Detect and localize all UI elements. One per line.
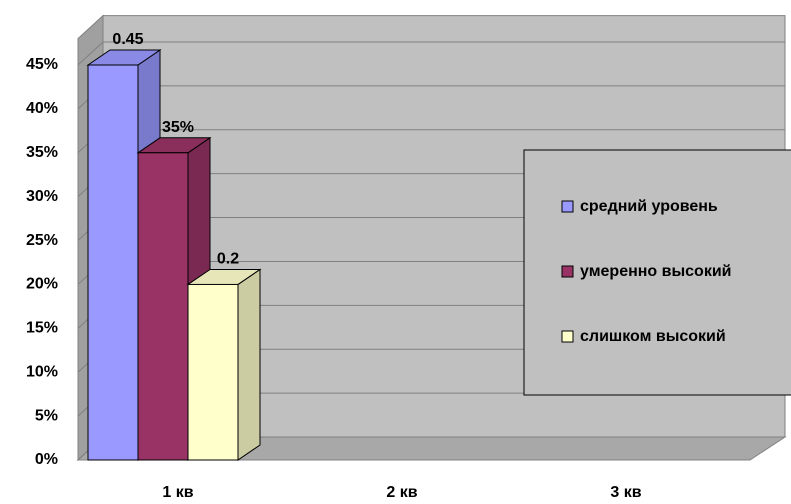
y-tick-label: 5% — [35, 407, 58, 424]
y-tick-label: 10% — [26, 363, 58, 380]
legend-swatch — [561, 200, 574, 213]
legend-label: умеренно высокий — [580, 263, 732, 280]
legend-label: средний уровень — [580, 198, 718, 215]
legend-swatch — [561, 265, 574, 278]
y-tick-label: 25% — [26, 232, 58, 249]
data-label: 35% — [162, 119, 194, 136]
legend-swatch — [561, 330, 574, 343]
y-tick-label: 0% — [35, 451, 58, 468]
data-label: 0.2 — [217, 251, 239, 268]
grid-line — [77, 41, 785, 66]
y-tick-label: 15% — [26, 320, 58, 337]
y-tick-label: 35% — [26, 144, 58, 161]
bar-side — [237, 268, 261, 461]
y-tick-label: 40% — [26, 100, 58, 117]
bar-front — [137, 152, 189, 461]
x-tick-label: 3 кв — [610, 484, 641, 501]
legend-label: слишком высокий — [580, 328, 726, 345]
x-tick-label: 2 кв — [386, 484, 417, 501]
y-tick-label: 20% — [26, 276, 58, 293]
x-tick-label: 1 кв — [162, 484, 193, 501]
bar — [186, 268, 262, 461]
bar-front — [187, 283, 239, 461]
y-tick-label: 45% — [26, 56, 58, 73]
data-label: 0.45 — [112, 31, 143, 48]
y-tick-label: 30% — [26, 188, 58, 205]
bar-front — [87, 64, 139, 461]
